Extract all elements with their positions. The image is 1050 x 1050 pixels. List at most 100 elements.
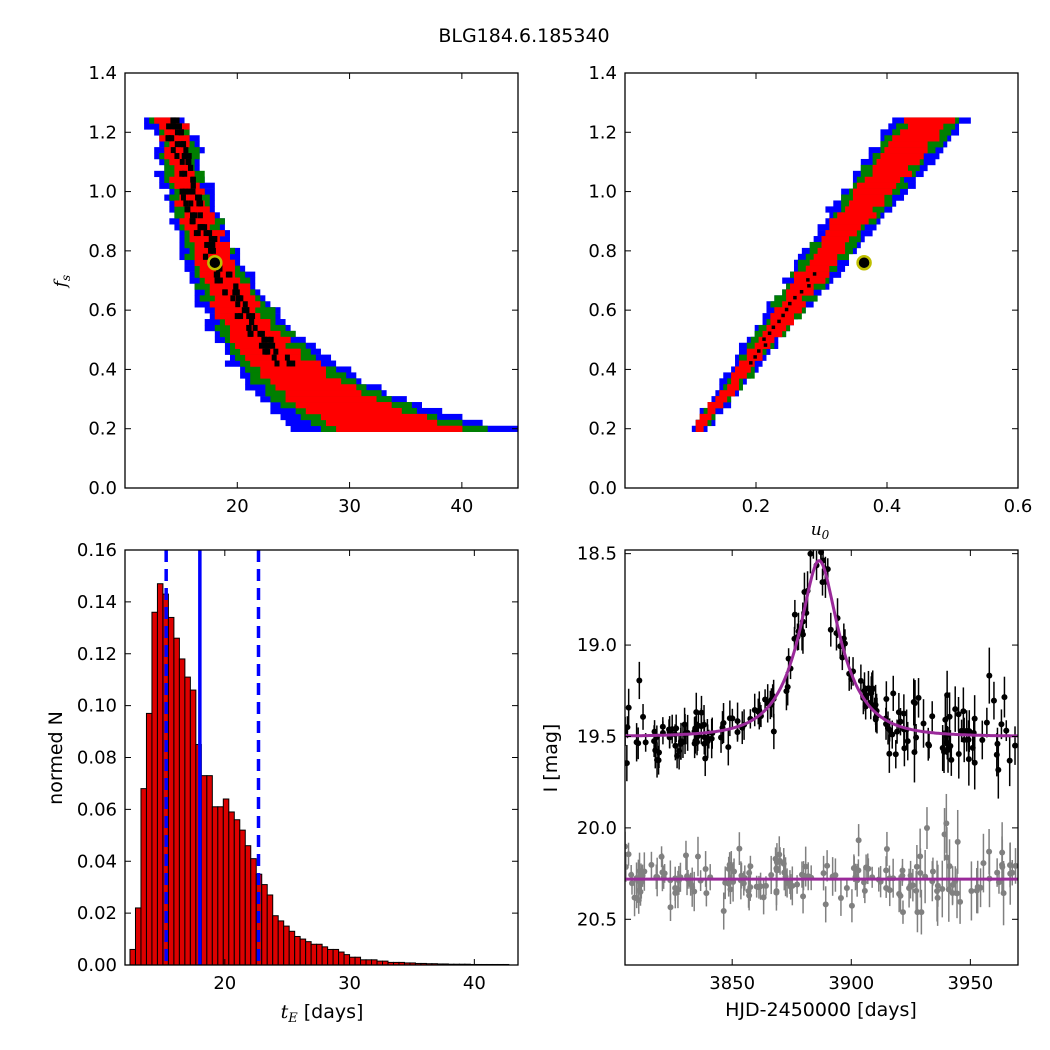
histogram-bar [365, 959, 373, 966]
best-region-cell [180, 194, 186, 201]
sigma1-cell [793, 271, 830, 278]
histogram-bar [151, 611, 158, 966]
event-point [889, 731, 896, 738]
sigma1-cell [829, 224, 861, 231]
event-point [863, 692, 870, 699]
histogram-bar [167, 616, 175, 966]
baseline-point [725, 880, 732, 887]
best-region-cell [238, 313, 244, 320]
lightcurve-ytick-label: 20.0 [577, 818, 617, 839]
event-point [1001, 694, 1008, 701]
baseline-point [682, 852, 689, 859]
histogram-bar [266, 894, 274, 966]
event-point [998, 721, 1005, 728]
best-region-cell [799, 289, 804, 294]
sigma1-cell [884, 147, 928, 154]
best-region-cell [186, 153, 192, 159]
sigma1-cell [184, 206, 210, 213]
sigma1-cell [904, 117, 956, 124]
histogram-bar [200, 775, 208, 966]
histogram-bar [283, 925, 290, 966]
sigma1-cell [174, 182, 200, 189]
baseline-point [907, 872, 914, 879]
histogram-bar [305, 941, 312, 966]
sigma1-cell [845, 206, 873, 213]
baseline-point [773, 889, 780, 896]
te-histogram-xlabel: tE [days] [281, 1001, 364, 1026]
baseline-point [625, 851, 632, 858]
baseline-point [824, 862, 831, 869]
baseline-point [918, 909, 925, 916]
histogram-bar [178, 658, 186, 966]
baseline-point [787, 883, 794, 890]
event-point [642, 739, 649, 746]
histogram-bar [277, 920, 285, 966]
te-histogram-ytick-label: 0.00 [77, 955, 117, 976]
lightcurve-plot-area [625, 550, 1018, 935]
te-fs-ticks: 20 30 40 0.0 0.2 0.4 0.6 0.8 1.0 1.2 1.4 [88, 63, 518, 517]
u0-fs-xtick-label: 0.2 [742, 496, 771, 517]
te-histogram-ytick-label: 0.02 [77, 903, 117, 924]
best-region-cell [189, 218, 195, 225]
baseline-point [883, 885, 890, 892]
best-region-cell [757, 349, 761, 353]
event-point [718, 734, 725, 741]
best-region-cell [767, 331, 772, 335]
te-histogram-ticks: 20 30 40 0.00 0.02 0.04 0.06 0.08 0.10 0.12 0.14 0.… [77, 540, 518, 994]
lightcurve-ytick-label: 19.5 [577, 726, 617, 747]
u0-fs-ticks: 0.2 0.4 0.6 0.0 0.2 0.4 0.6 0.8 1.0 1.2 1.4 [588, 63, 1032, 517]
best-region-cell [265, 336, 271, 343]
histogram-bar [222, 798, 230, 966]
histogram-bar [189, 689, 197, 966]
baseline-point [694, 853, 701, 860]
histogram-bar [299, 938, 307, 966]
event-point [679, 739, 686, 746]
lightcurve-xtick-label: 3950 [947, 973, 993, 994]
baseline-point [773, 867, 780, 874]
te-fs-xtick-label: 30 [338, 496, 361, 517]
best-region-cell [286, 360, 292, 367]
best-region-cell [771, 325, 776, 330]
baseline-point [957, 898, 964, 905]
best-region-cell [166, 123, 172, 130]
sigma1-cell [695, 425, 704, 432]
event-point [945, 746, 952, 753]
best-region-cell [227, 271, 233, 278]
event-point [676, 747, 683, 754]
best-region-cell [267, 342, 273, 349]
u0-fs-ytick-label: 1.4 [588, 63, 617, 84]
event-point [983, 719, 990, 726]
event-point [1006, 757, 1013, 764]
event-point [929, 713, 936, 720]
sigma1-cell [864, 176, 901, 183]
event-point [827, 626, 834, 633]
event-point [946, 713, 953, 720]
best-region-cell [242, 301, 248, 308]
baseline-point [837, 894, 844, 901]
figure-title: BLG184.6.185340 [438, 25, 609, 47]
event-point [720, 720, 727, 727]
best-region-cell [262, 348, 268, 355]
event-point [726, 715, 733, 722]
event-point [961, 736, 968, 743]
best-region-cell [186, 188, 192, 195]
event-point [915, 694, 922, 701]
sigma1-cell [888, 141, 928, 148]
best-region-cell [762, 337, 766, 341]
event-point [770, 728, 777, 735]
sigma1-cell [214, 307, 256, 314]
best-region-cell [763, 343, 768, 347]
sigma1-cell [325, 419, 438, 427]
baseline-point [864, 865, 871, 872]
sigma1-cell [224, 319, 271, 326]
best-region-cell [202, 253, 208, 260]
best-region-cell [190, 182, 196, 189]
baseline-point [883, 867, 890, 874]
baseline-point [659, 869, 666, 876]
best-region-cell [749, 361, 753, 365]
best-region-cell [210, 247, 216, 254]
lightcurve-frame [624, 549, 1019, 966]
baseline-point [1007, 870, 1014, 877]
sigma1-cell [695, 419, 708, 427]
